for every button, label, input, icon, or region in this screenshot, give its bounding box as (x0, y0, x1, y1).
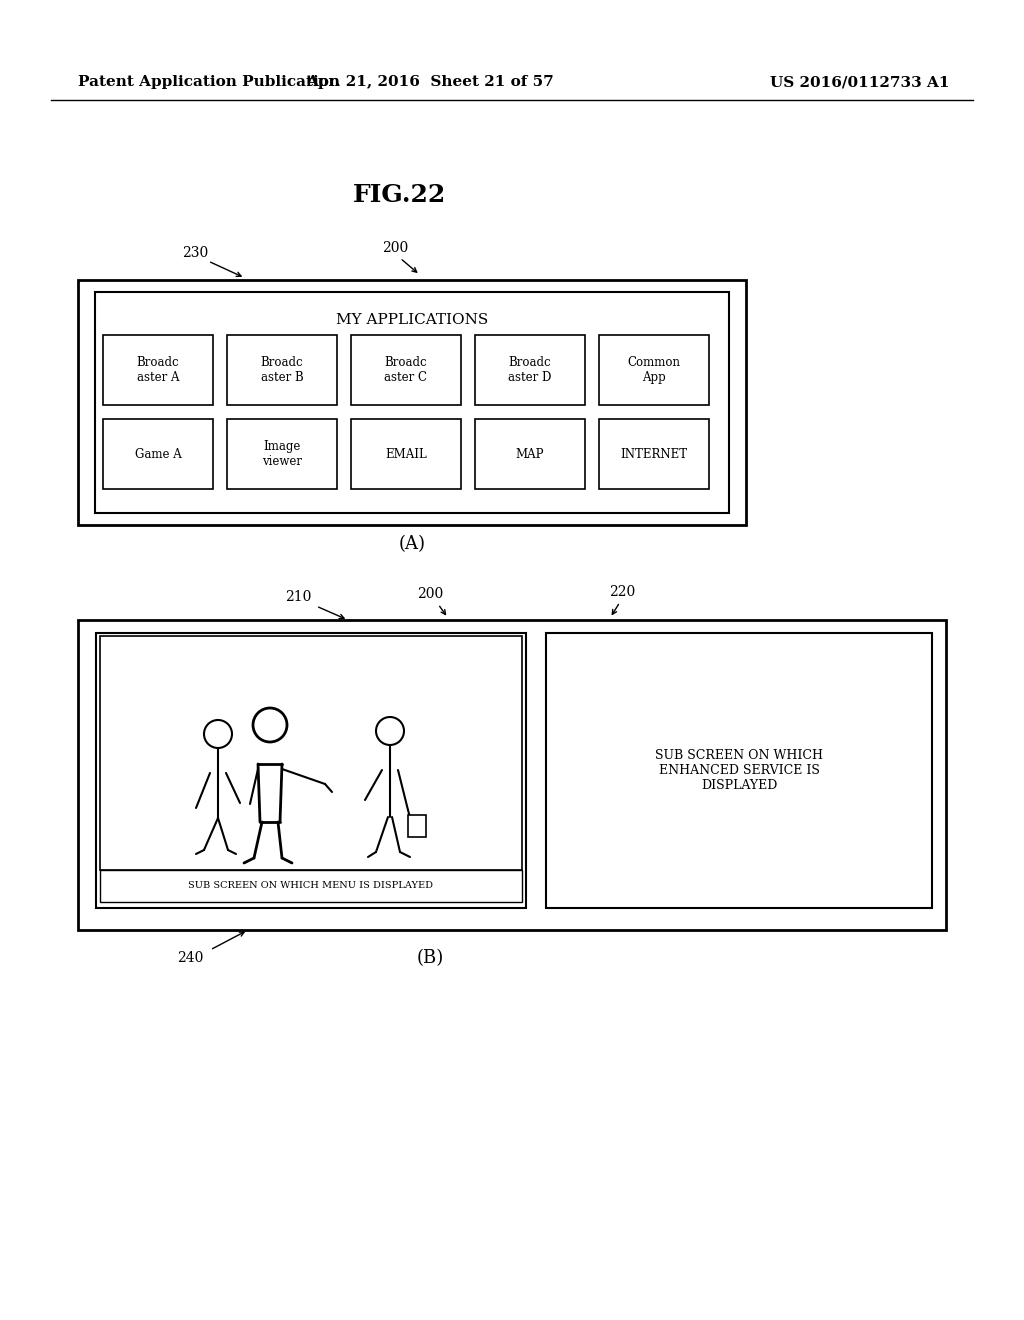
Bar (475, 418, 585, 488)
Text: MAP: MAP (516, 447, 544, 461)
Bar (78, 620, 946, 931)
Text: Broadc
aster B: Broadc aster B (261, 356, 303, 384)
Text: Broadc
aster D: Broadc aster D (508, 356, 552, 384)
Text: EMAIL: EMAIL (385, 447, 427, 461)
Text: (A): (A) (398, 535, 426, 553)
Bar (95, 292, 729, 513)
Text: 200: 200 (417, 587, 443, 601)
Bar (227, 335, 337, 405)
Bar (475, 335, 585, 405)
Bar (103, 418, 213, 488)
Text: US 2016/0112733 A1: US 2016/0112733 A1 (770, 75, 950, 88)
Bar (227, 418, 337, 488)
Bar (351, 418, 461, 488)
Bar (546, 634, 932, 908)
Bar (96, 634, 526, 908)
Text: SUB SCREEN ON WHICH MENU IS DISPLAYED: SUB SCREEN ON WHICH MENU IS DISPLAYED (188, 882, 433, 891)
Text: 230: 230 (182, 246, 208, 260)
Bar (351, 335, 461, 405)
Text: 220: 220 (609, 585, 635, 599)
Text: INTERNET: INTERNET (621, 447, 687, 461)
Text: Image
viewer: Image viewer (262, 440, 302, 469)
Text: FIG.22: FIG.22 (353, 183, 446, 207)
Text: Broadc
aster A: Broadc aster A (136, 356, 179, 384)
Text: Apr. 21, 2016  Sheet 21 of 57: Apr. 21, 2016 Sheet 21 of 57 (306, 75, 554, 88)
Bar (408, 814, 426, 837)
Text: MY APPLICATIONS: MY APPLICATIONS (336, 313, 488, 327)
Bar (78, 280, 746, 525)
Text: SUB SCREEN ON WHICH
ENHANCED SERVICE IS
DISPLAYED: SUB SCREEN ON WHICH ENHANCED SERVICE IS … (655, 748, 823, 792)
Bar (599, 418, 709, 488)
Text: (B): (B) (417, 949, 443, 968)
Text: Common
App: Common App (628, 356, 681, 384)
Bar (599, 335, 709, 405)
Text: 210: 210 (285, 590, 311, 605)
Text: Game A: Game A (134, 447, 181, 461)
Text: Patent Application Publication: Patent Application Publication (78, 75, 340, 88)
Text: Broadc
aster C: Broadc aster C (384, 356, 427, 384)
Text: 240: 240 (177, 950, 203, 965)
Bar (100, 870, 522, 902)
Text: 200: 200 (382, 242, 409, 255)
Bar (103, 335, 213, 405)
Bar (100, 636, 522, 870)
